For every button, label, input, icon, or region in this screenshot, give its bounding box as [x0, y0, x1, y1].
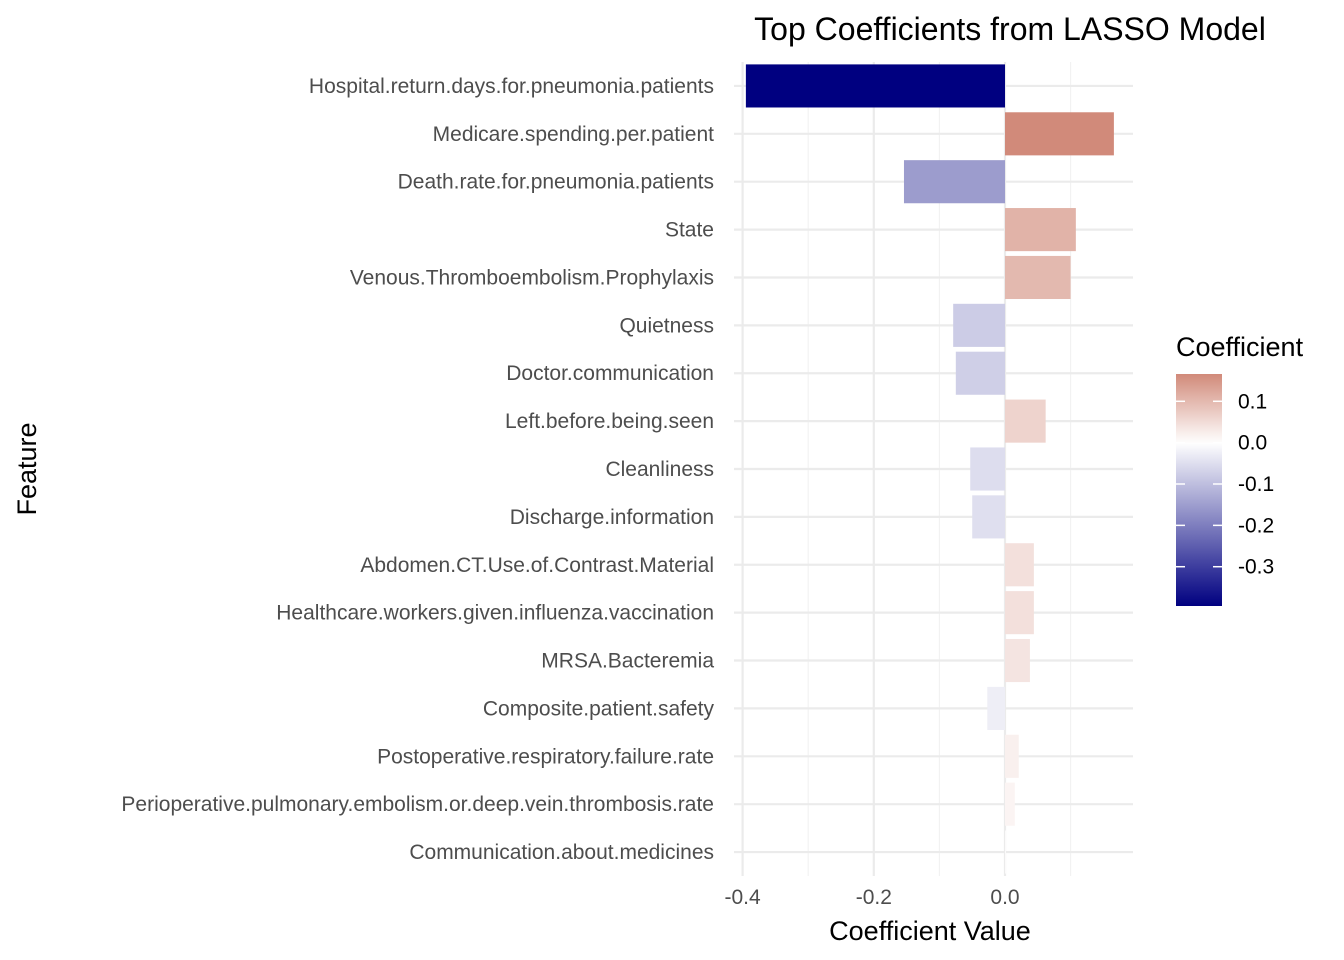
chart-title: Top Coefficients from LASSO Model [754, 11, 1266, 47]
y-axis-tick-labels: Hospital.return.days.for.pneumonia.patie… [121, 75, 714, 864]
y-tick-label: Composite.patient.safety [483, 697, 715, 720]
legend-label: -0.3 [1238, 556, 1274, 579]
y-tick-label: MRSA.Bacteremia [541, 650, 714, 673]
y-tick-label: Left.before.being.seen [505, 410, 714, 433]
y-tick-label: Hospital.return.days.for.pneumonia.patie… [309, 75, 714, 98]
bar [745, 64, 1005, 108]
x-tick-label: -0.2 [856, 886, 892, 909]
bar [1005, 208, 1076, 252]
y-axis-title: Feature [12, 422, 42, 515]
x-axis-title: Coefficient Value [829, 916, 1031, 946]
bar [903, 160, 1005, 204]
y-tick-label: Medicare.spending.per.patient [433, 123, 715, 146]
y-tick-label: Perioperative.pulmonary.embolism.or.deep… [121, 793, 714, 816]
bar [1005, 112, 1114, 156]
bar [1005, 543, 1034, 587]
bar [972, 495, 1005, 539]
y-tick-label: Cleanliness [605, 458, 714, 481]
y-tick-label: Discharge.information [510, 506, 714, 529]
bar [1005, 255, 1071, 300]
x-tick-label: 0.0 [990, 886, 1019, 909]
y-tick-label: Doctor.communication [506, 362, 714, 385]
y-tick-label: Postoperative.respiratory.failure.rate [377, 745, 714, 768]
y-tick-label: Communication.about.medicines [409, 841, 714, 864]
y-tick-label: Death.rate.for.pneumonia.patients [398, 171, 714, 194]
bar [1005, 638, 1030, 683]
bars [745, 64, 1114, 874]
y-tick-label: Quietness [619, 314, 714, 337]
legend-colorbar [1176, 374, 1222, 606]
legend: Coefficient 0.1 0.0 -0.1 -0.2 -0.3 [1176, 332, 1304, 606]
x-tick-label: -0.4 [725, 886, 762, 909]
legend-title: Coefficient [1176, 332, 1304, 362]
bar [987, 686, 1005, 730]
bar [955, 351, 1005, 395]
legend-label: -0.2 [1238, 514, 1274, 537]
bar [1005, 782, 1015, 826]
bar [953, 303, 1005, 347]
bar [1005, 399, 1046, 443]
y-tick-label: Healthcare.workers.given.influenza.vacci… [276, 602, 714, 625]
bar [970, 447, 1005, 491]
x-axis-tick-labels: -0.4 -0.2 0.0 [725, 886, 1020, 909]
y-tick-label: State [665, 219, 714, 242]
legend-label: -0.1 [1238, 473, 1274, 496]
y-tick-label: Abdomen.CT.Use.of.Contrast.Material [360, 554, 714, 577]
legend-label: 0.0 [1238, 432, 1267, 455]
bar [1005, 830, 1006, 874]
legend-label: 0.1 [1238, 390, 1267, 413]
bar [1005, 591, 1034, 635]
y-tick-label: Venous.Thromboembolism.Prophylaxis [350, 266, 714, 289]
bar [1005, 734, 1019, 778]
legend-ticks: 0.1 0.0 -0.1 -0.2 -0.3 [1176, 390, 1274, 579]
